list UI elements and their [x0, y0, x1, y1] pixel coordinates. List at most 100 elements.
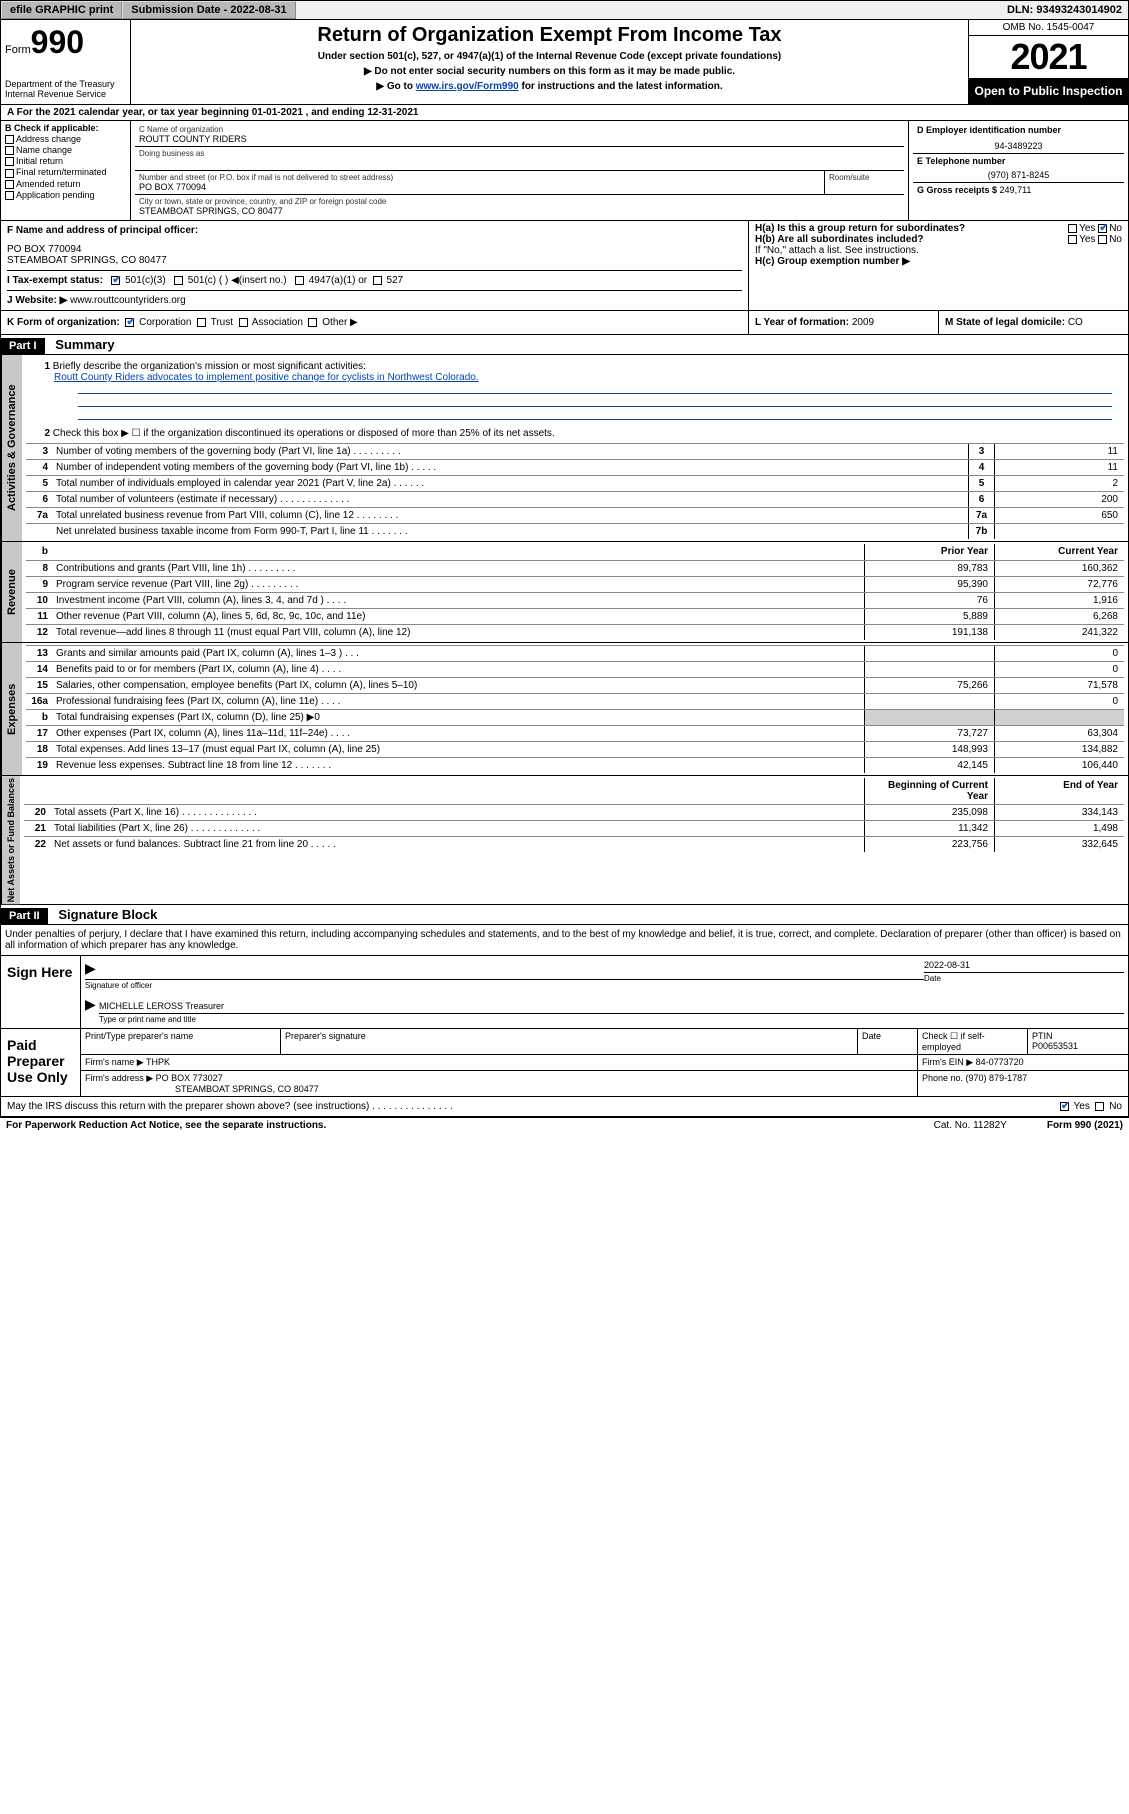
m-label: M State of legal domicile:	[945, 317, 1068, 328]
ptin-label: PTIN	[1032, 1031, 1053, 1041]
k-label: K Form of organization:	[7, 317, 120, 328]
perjury-declaration: Under penalties of perjury, I declare th…	[1, 925, 1128, 955]
sig-date-value: 2022-08-31	[924, 960, 1124, 970]
summary-line: 10Investment income (Part VIII, column (…	[26, 592, 1124, 608]
summary-line: 5Total number of individuals employed in…	[26, 475, 1124, 491]
cb-501c3[interactable]	[111, 276, 120, 285]
entity-info-row: B Check if applicable: Address change Na…	[0, 121, 1129, 221]
firm-ein: 84-0773720	[976, 1057, 1024, 1067]
summary-line: 9Program service revenue (Part VIII, lin…	[26, 576, 1124, 592]
section-deg-block: D Employer identification number 94-3489…	[908, 121, 1128, 220]
part1-netassets: Net Assets or Fund Balances Beginning of…	[0, 776, 1129, 905]
cb-assoc[interactable]	[239, 318, 248, 327]
efile-print-button[interactable]: efile GRAPHIC print	[1, 1, 122, 19]
cb-irs-no[interactable]	[1095, 1102, 1104, 1111]
summary-line: 21Total liabilities (Part X, line 26) . …	[24, 820, 1124, 836]
submission-date-cell: Submission Date - 2022-08-31	[122, 1, 295, 19]
cb-other[interactable]	[308, 318, 317, 327]
dln-label: DLN:	[1007, 4, 1036, 16]
vtab-netassets: Net Assets or Fund Balances	[1, 776, 20, 904]
form-title: Return of Organization Exempt From Incom…	[139, 24, 960, 47]
cb-hb-no[interactable]	[1098, 235, 1107, 244]
topbar: efile GRAPHIC print Submission Date - 20…	[0, 0, 1129, 20]
officer-name-title: MICHELLE LEROSS Treasurer	[99, 1001, 1124, 1011]
form-label: Form	[5, 44, 31, 56]
org-name-label: C Name of organization	[139, 125, 900, 134]
section-klm-row: K Form of organization: Corporation Trus…	[0, 311, 1129, 335]
summary-line: 19Revenue less expenses. Subtract line 1…	[26, 757, 1124, 773]
submission-date-value: 2022-08-31	[230, 4, 286, 16]
section-b-label: B Check if applicable:	[5, 123, 126, 133]
sig-officer-label: Signature of officer	[85, 981, 924, 990]
paid-preparer-label: Paid Preparer Use Only	[1, 1029, 81, 1096]
officer-addr1: PO BOX 770094	[7, 244, 742, 255]
summary-line: 8Contributions and grants (Part VIII, li…	[26, 560, 1124, 576]
form-title-block: Return of Organization Exempt From Incom…	[131, 20, 968, 104]
firm-phone: (970) 879-1787	[966, 1073, 1028, 1083]
cb-irs-yes[interactable]	[1060, 1102, 1069, 1111]
website-label: J Website: ▶	[7, 295, 70, 306]
line1-label: Briefly describe the organization's miss…	[53, 361, 366, 372]
form-number: 990	[31, 24, 84, 60]
summary-line: 4Number of independent voting members of…	[26, 459, 1124, 475]
summary-line: Net unrelated business taxable income fr…	[26, 523, 1124, 539]
dept-treasury: Department of the Treasury Internal Reve…	[5, 79, 126, 99]
section-c-block: C Name of organization ROUTT COUNTY RIDE…	[131, 121, 908, 220]
cb-trust[interactable]	[197, 318, 206, 327]
firm-addr-label: Firm's address ▶	[85, 1073, 156, 1083]
cb-address-change[interactable]: Address change	[5, 134, 126, 144]
summary-line: 13Grants and similar amounts paid (Part …	[26, 645, 1124, 661]
dln-cell: DLN: 93493243014902	[1001, 2, 1128, 18]
firm-addr1: PO BOX 773027	[156, 1073, 223, 1083]
officer-label: F Name and address of principal officer:	[7, 225, 742, 236]
summary-line: 14Benefits paid to or for members (Part …	[26, 661, 1124, 677]
website-value: www.routtcountyriders.org	[70, 295, 186, 306]
pt-sig-label: Preparer's signature	[281, 1029, 858, 1054]
firm-ein-label: Firm's EIN ▶	[922, 1057, 976, 1067]
cb-4947[interactable]	[295, 276, 304, 285]
cb-name-change[interactable]: Name change	[5, 145, 126, 155]
cb-527[interactable]	[373, 276, 382, 285]
cb-501c[interactable]	[174, 276, 183, 285]
l-label: L Year of formation:	[755, 317, 852, 328]
cb-initial-return[interactable]: Initial return	[5, 156, 126, 166]
section-f-h-row: F Name and address of principal officer:…	[0, 221, 1129, 311]
vtab-governance: Activities & Governance	[1, 355, 22, 541]
may-irs-discuss: May the IRS discuss this return with the…	[7, 1101, 453, 1112]
hb-note: If "No," attach a list. See instructions…	[755, 245, 1122, 256]
phone-value: (970) 871-8245	[917, 170, 1120, 180]
summary-line: 15Salaries, other compensation, employee…	[26, 677, 1124, 693]
cb-application-pending[interactable]: Application pending	[5, 190, 126, 200]
part2-title: Signature Block	[50, 905, 165, 924]
cb-hb-yes[interactable]	[1068, 235, 1077, 244]
public-inspection: Open to Public Inspection	[969, 78, 1128, 104]
m-value: CO	[1068, 317, 1083, 328]
type-name-label: Type or print name and title	[99, 1015, 1124, 1024]
vtab-expenses: Expenses	[1, 643, 22, 775]
cb-corp[interactable]	[125, 318, 134, 327]
instr2-pre: ▶ Go to	[376, 81, 415, 92]
ptin-value: P00653531	[1032, 1041, 1078, 1051]
hb-label: H(b) Are all subordinates included?	[755, 234, 924, 245]
hc-label: H(c) Group exemption number ▶	[755, 256, 1122, 267]
pt-name-label: Print/Type preparer's name	[81, 1029, 281, 1054]
summary-line: bTotal fundraising expenses (Part IX, co…	[26, 709, 1124, 725]
street-address: PO BOX 770094	[139, 182, 820, 192]
form-instr-1: ▶ Do not enter social security numbers o…	[139, 66, 960, 77]
city-label: City or town, state or province, country…	[139, 197, 900, 206]
cb-final-return[interactable]: Final return/terminated	[5, 167, 126, 177]
form-year-block: OMB No. 1545-0047 2021 Open to Public In…	[968, 20, 1128, 104]
cb-ha-yes[interactable]	[1068, 224, 1077, 233]
pt-self-employed: Check ☐ if self-employed	[918, 1029, 1028, 1054]
cb-ha-no[interactable]	[1098, 224, 1107, 233]
sig-date-label: Date	[924, 974, 1124, 983]
cb-amended-return[interactable]: Amended return	[5, 179, 126, 189]
summary-line: 3Number of voting members of the governi…	[26, 443, 1124, 459]
mission-text: Routt County Riders advocates to impleme…	[54, 372, 479, 383]
form-number-block: Form990 Department of the Treasury Inter…	[1, 20, 131, 104]
instr2-post: for instructions and the latest informat…	[519, 81, 723, 92]
irs-link[interactable]: www.irs.gov/Form990	[416, 81, 519, 92]
firm-addr2: STEAMBOAT SPRINGS, CO 80477	[175, 1084, 319, 1094]
dln-value: 93493243014902	[1036, 4, 1122, 16]
sign-here-label: Sign Here	[1, 956, 81, 1028]
